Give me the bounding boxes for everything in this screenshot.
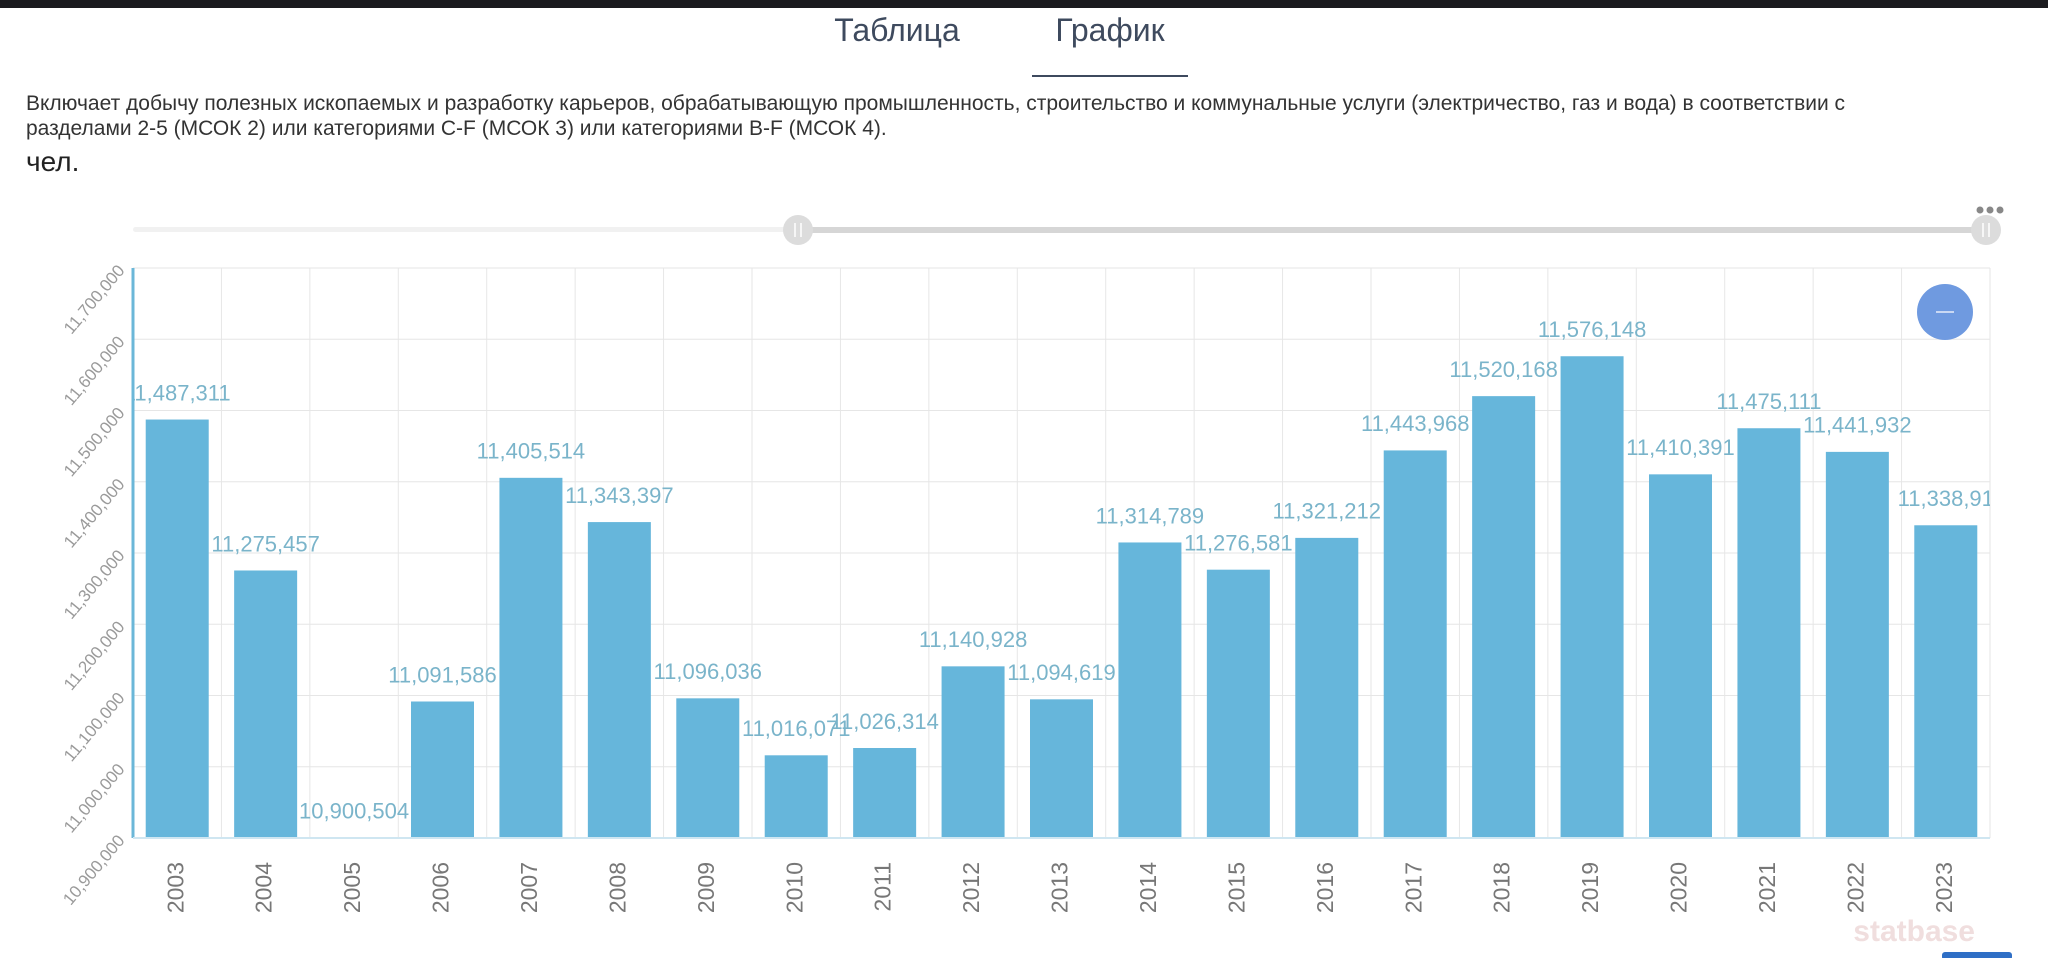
- bar: [764, 755, 828, 838]
- x-tick-label: 2021: [1754, 862, 1780, 913]
- description: разделами 2-5 (МСОК 2) или категориями C…: [26, 117, 887, 140]
- x-tick-label: 2012: [958, 862, 984, 913]
- bar: [234, 570, 298, 838]
- bar: [1825, 451, 1889, 838]
- value-label: 11,094,619: [1007, 660, 1115, 685]
- bar: [1118, 542, 1182, 838]
- slider-range: [798, 227, 1986, 233]
- bar: [853, 748, 917, 838]
- value-label: 11,096,036: [654, 659, 762, 684]
- x-tick-label: 2022: [1842, 862, 1868, 913]
- value-label: 11,275,457: [211, 531, 319, 556]
- bar: [941, 666, 1005, 838]
- value-label: 10,900,504: [299, 798, 409, 823]
- bar: [1472, 396, 1536, 838]
- y-tick-label: 10,900,000: [59, 831, 128, 908]
- unit-label: чел.: [26, 146, 80, 177]
- y-tick-label: 11,600,000: [60, 332, 128, 408]
- x-tick-label: 2003: [162, 862, 188, 913]
- description: Включает добычу полезных ископаемых и ра…: [26, 92, 1846, 115]
- x-tick-label: 2019: [1577, 862, 1603, 913]
- value-label: 11,410,391: [1626, 435, 1734, 460]
- value-label: 11,487,311: [124, 380, 231, 405]
- x-tick-label: 2023: [1931, 862, 1957, 913]
- x-tick-label: 2018: [1489, 862, 1515, 913]
- y-tick-label: 11,400,000: [60, 475, 128, 551]
- bar: [499, 477, 563, 838]
- x-tick-label: 2006: [428, 862, 454, 913]
- x-tick-label: 2008: [604, 862, 630, 913]
- x-tick-label: 2020: [1666, 862, 1692, 913]
- handle-grip: [794, 223, 802, 237]
- bar: [1914, 525, 1978, 838]
- y-tick-label: 11,200,000: [60, 617, 128, 693]
- bar: [1649, 474, 1712, 838]
- x-tick-label: 2017: [1400, 862, 1426, 913]
- y-tick-label: 11,500,000: [60, 404, 128, 480]
- x-tick-label: 2014: [1135, 862, 1161, 913]
- x-tick-label: 2010: [781, 862, 807, 913]
- handle-grip: [1982, 223, 1990, 237]
- x-tick-label: 2004: [251, 862, 277, 913]
- value-label: 11,441,932: [1803, 413, 1911, 438]
- slider-handle[interactable]: [1971, 215, 2001, 245]
- top-bar: [0, 0, 2048, 8]
- tab-chart[interactable]: График: [1055, 12, 1165, 48]
- bar: [1383, 450, 1447, 838]
- y-tick-label: 11,000,000: [60, 760, 128, 836]
- bar: [1206, 569, 1270, 838]
- menu-dots[interactable]: [1976, 206, 2004, 214]
- x-tick-label: 2009: [693, 862, 719, 913]
- value-label: 11,140,928: [919, 627, 1027, 652]
- x-tick-label: 2015: [1223, 862, 1249, 913]
- corner-button[interactable]: [1942, 952, 2012, 958]
- y-tick-label: 11,700,000: [60, 261, 128, 337]
- watermark: statbase: [1853, 915, 1975, 948]
- value-label: 11,520,168: [1449, 357, 1557, 382]
- bar: [1295, 537, 1359, 838]
- value-label: 11,475,111: [1716, 389, 1821, 414]
- value-labels: 11,487,311 11,275,457 10,900,504 11,091,586…: [124, 317, 1994, 823]
- value-label: 11,314,789: [1096, 503, 1204, 528]
- slider-track: [133, 227, 798, 232]
- slider-handle[interactable]: [783, 215, 813, 245]
- value-label: 11,338,91: [1898, 486, 1994, 511]
- bar: [676, 698, 740, 838]
- value-label: 11,276,581: [1184, 530, 1292, 555]
- y-tick-label: 11,100,000: [60, 689, 128, 765]
- bar: [1737, 428, 1801, 838]
- value-label: 11,576,148: [1538, 317, 1646, 342]
- x-tick-label: 2005: [339, 862, 365, 913]
- x-tick-label: 2013: [1047, 862, 1073, 913]
- value-label: 11,321,212: [1273, 499, 1381, 524]
- x-tick-label: 2007: [516, 862, 542, 913]
- value-label: 11,091,586: [388, 662, 496, 687]
- tab-table[interactable]: Таблица: [834, 12, 960, 48]
- y-tick-label: 11,300,000: [60, 546, 128, 622]
- bar: [1560, 356, 1624, 838]
- value-label: 11,016,071: [742, 716, 850, 741]
- value-label: 11,343,397: [565, 483, 673, 508]
- bar: [1030, 699, 1093, 838]
- x-tick-label: 2016: [1312, 862, 1338, 913]
- value-label: 11,405,514: [477, 439, 585, 464]
- bar: [411, 701, 474, 838]
- value-label: 11,443,968: [1361, 411, 1469, 436]
- tab-underline: [1032, 75, 1188, 77]
- x-tick-label: 2011: [870, 862, 896, 911]
- bar: [145, 419, 209, 838]
- value-label: 11,026,314: [830, 709, 938, 734]
- bar: [587, 522, 651, 838]
